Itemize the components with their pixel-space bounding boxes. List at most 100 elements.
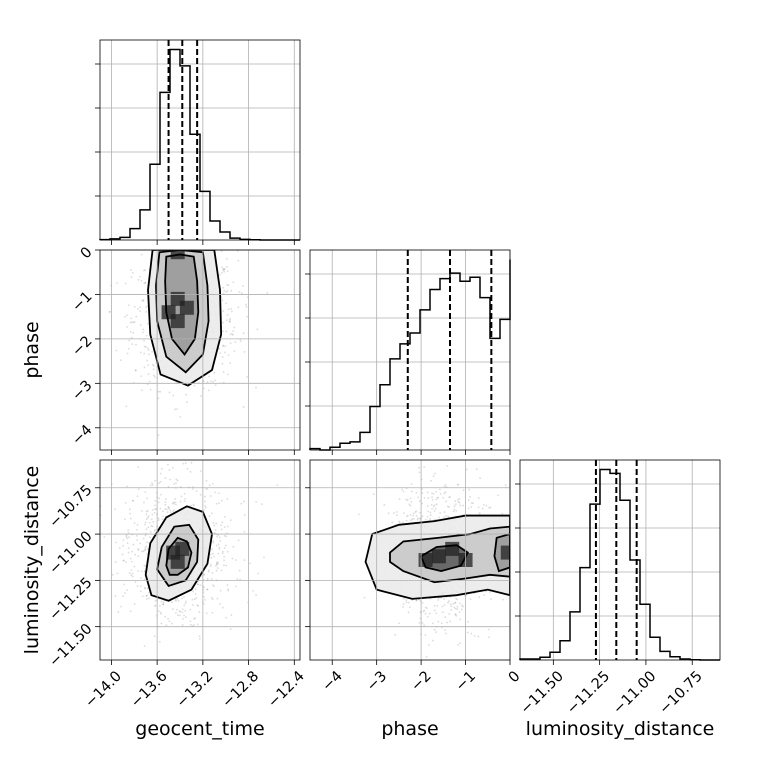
sample-point: [225, 535, 228, 538]
sample-point: [140, 570, 143, 573]
panel-frame: [519, 459, 721, 661]
sample-point: [223, 555, 226, 558]
sample-point: [127, 304, 130, 307]
sample-point: [453, 602, 456, 605]
sample-point: [129, 557, 132, 560]
sample-point: [436, 605, 439, 607]
sample-point: [406, 499, 409, 501]
sample-point: [416, 517, 419, 520]
sample-point: [132, 499, 134, 502]
sample-point: [210, 512, 213, 515]
sample-point: [449, 603, 452, 606]
sample-point: [468, 488, 470, 491]
sample-point: [123, 592, 126, 594]
sample-point: [216, 567, 219, 569]
sample-point: [205, 506, 207, 509]
sample-point: [202, 602, 205, 605]
sample-point: [223, 547, 226, 549]
sample-point: [178, 610, 181, 613]
sample-point: [487, 628, 490, 631]
sample-point: [229, 519, 232, 522]
sample-point: [490, 598, 492, 601]
sample-point: [418, 500, 421, 502]
sample-point: [132, 499, 134, 502]
sample-point: [229, 320, 232, 323]
sample-point: [246, 315, 249, 318]
sample-point: [431, 496, 433, 498]
sample-point: [502, 598, 504, 601]
sample-point: [214, 384, 217, 387]
sample-point: [169, 511, 172, 514]
sample-point: [436, 497, 439, 499]
sample-point: [129, 610, 132, 613]
sample-point: [454, 500, 457, 502]
sample-point: [215, 569, 218, 572]
sample-point: [135, 315, 138, 318]
sample-point: [211, 552, 214, 555]
sample-point: [167, 617, 169, 620]
sample-point: [222, 330, 224, 333]
sample-point: [168, 391, 171, 394]
sample-point: [237, 306, 240, 309]
sample-point: [116, 282, 119, 284]
sample-point: [197, 605, 200, 607]
sample-point: [237, 259, 240, 262]
sample-point: [126, 542, 129, 544]
sample-point: [170, 601, 173, 604]
sample-point: [409, 513, 412, 516]
sample-point: [194, 617, 196, 619]
sample-point: [147, 526, 150, 529]
sample-point: [240, 292, 243, 295]
sample-point: [152, 363, 154, 366]
sample-point: [130, 336, 133, 339]
sample-point: [454, 613, 457, 616]
sample-point: [214, 528, 217, 531]
sample-point: [225, 257, 228, 260]
sample-point: [407, 611, 410, 614]
sample-point: [165, 508, 168, 511]
sample-point: [458, 602, 461, 605]
sample-point: [136, 495, 139, 498]
sample-point: [256, 328, 259, 331]
sample-point: [151, 482, 153, 485]
sample-point: [134, 581, 137, 584]
sample-point: [142, 537, 145, 540]
sample-point: [456, 608, 459, 611]
sample-point: [391, 521, 394, 524]
sample-point: [421, 515, 424, 518]
sample-point: [225, 290, 227, 293]
sample-point: [144, 546, 147, 549]
sample-point: [121, 553, 124, 556]
sample-point: [184, 610, 187, 612]
sample-point: [448, 496, 451, 498]
sample-point: [176, 608, 178, 611]
sample-point: [230, 614, 233, 616]
sample-point: [459, 618, 461, 621]
sample-point: [150, 525, 153, 527]
sample-point: [176, 597, 179, 600]
sample-point: [225, 330, 228, 333]
sample-point: [435, 503, 438, 506]
sample-point: [450, 608, 453, 611]
sample-point: [130, 317, 132, 320]
sample-point: [363, 596, 366, 599]
sample-point: [143, 269, 145, 272]
sample-point: [203, 500, 206, 503]
sample-point: [116, 572, 119, 575]
sample-point: [226, 289, 229, 292]
sample-point: [470, 632, 473, 635]
sample-point: [431, 492, 433, 495]
sample-point: [453, 505, 456, 508]
sample-point: [137, 488, 140, 491]
sample-point: [477, 635, 480, 638]
sample-point: [138, 275, 141, 278]
sample-point: [145, 598, 148, 600]
sample-point: [481, 507, 484, 510]
sample-point: [456, 598, 458, 601]
sample-point: [478, 512, 481, 514]
sample-point: [164, 477, 167, 479]
sample-point: [169, 509, 172, 512]
sample-point: [220, 250, 223, 252]
sample-point: [189, 623, 192, 626]
sample-point: [172, 510, 174, 513]
